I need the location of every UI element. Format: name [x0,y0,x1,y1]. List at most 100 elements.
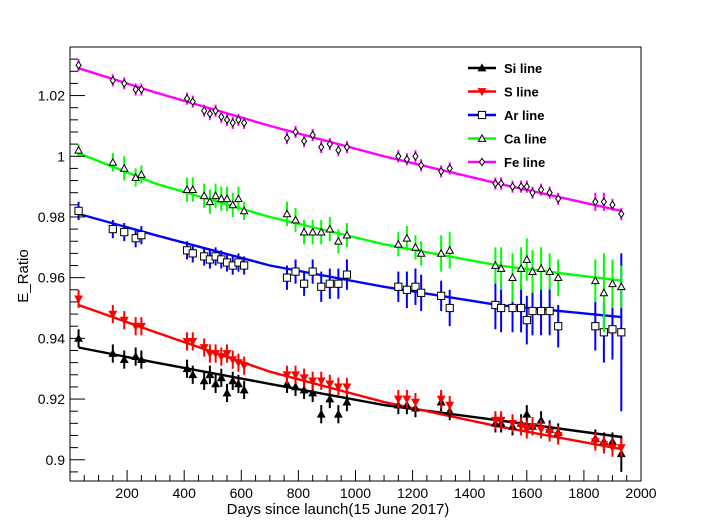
ca-data-point [516,263,526,272]
ar-data-point [394,282,403,291]
fe-data-point [335,145,342,155]
legend-marker-si [477,63,487,72]
fe-data-point [537,185,545,195]
fe-data-point [446,163,453,173]
s-data-point [333,383,343,392]
ca-data-point [108,157,118,166]
fe-data-point [618,209,625,219]
y-axis-label: E_Ratio [15,249,32,302]
s-data-point [528,422,537,432]
x-tick-label: 200 [115,485,139,501]
fe-data-point [600,197,608,207]
ca-data-point [508,273,517,282]
fe-data-point [403,154,411,164]
ca-data-point [445,245,455,254]
s-data-point [553,432,563,441]
ar-data-point [300,279,309,288]
ca-data-point [342,230,352,239]
ca-data-point [222,194,232,203]
si-data-point [199,376,209,385]
y-tick-label: 1 [57,148,65,164]
s-data-point [216,353,226,362]
ca-data-point [282,209,292,218]
x-tick-label: 1200 [397,485,428,501]
si-data-point [228,376,238,385]
ar-data-point [417,288,426,297]
s-data-point [545,429,555,438]
ca-data-point [536,263,546,272]
ca-data-point [228,200,238,209]
ar-data-point [522,316,531,325]
si-data-point [291,382,300,391]
x-axis-label: Days since launch(15 June 2017) [227,501,450,518]
ar-data-point [137,231,146,240]
ar-data-point [528,306,537,316]
x-tick-label: 1600 [511,485,542,501]
fe-data-point [218,112,225,122]
legend-label-s: S line [504,85,539,100]
ca-data-point [436,248,446,257]
ca-data-point [316,227,326,236]
fe-data-point [523,182,530,192]
ar-data-point [508,303,517,313]
fe-data-point [189,97,196,107]
x-tick-label: 1000 [340,485,371,501]
ar-data-point [108,224,117,234]
s-data-point [222,350,232,359]
ar-data-point [437,291,446,300]
ar-data-point [617,328,626,337]
s-data-point [291,371,300,380]
si-data-point [211,379,221,388]
ca-data-point [528,266,537,275]
si-data-point [222,388,232,397]
ar-data-point [608,325,617,334]
s-data-point [402,395,412,404]
fe-data-point [592,197,599,207]
ar-data-point [282,273,292,282]
s-data-point [411,398,420,407]
fe-data-point [132,85,139,94]
fe-data-point [109,75,116,85]
ar-data-point [516,303,526,313]
si-data-point [522,409,532,418]
y-tick-label: 0.96 [38,270,65,286]
ca-data-point [599,288,609,297]
x-tick-label: 1400 [454,485,485,501]
s-data-point [608,444,617,453]
fe-data-point [609,200,616,210]
ca-data-point [205,197,215,206]
fe-data-point [183,94,191,104]
s-data-point [299,374,309,383]
ar-data-point [120,228,129,237]
si-data-point [136,354,146,363]
si-data-point [108,348,118,357]
s-data-point [239,362,249,371]
ca-data-point [333,236,343,245]
x-tick-label: 2000 [625,485,656,501]
ca-data-point [216,194,226,203]
fe-data-point [75,60,82,70]
fe-data-point [138,85,145,94]
ar-data-point [342,270,352,279]
fe-data-point [235,115,242,125]
fe-data-point [412,151,419,161]
si-data-point [188,370,198,379]
ar-data-point [291,267,300,276]
ca-data-point [402,233,412,242]
legend-label-si: Si line [504,61,542,76]
y-tick-label: 0.92 [38,391,65,407]
ca-data-point [239,206,249,215]
s-data-point [436,395,446,404]
si-data-point [216,373,226,382]
fe-data-point [229,118,236,128]
fe-data-point [395,151,402,161]
s-data-point [496,416,506,425]
ar-data-point [402,285,411,294]
ar-data-point [591,322,600,331]
legend-marker-fe [478,157,486,167]
ca-data-point [393,239,403,248]
ca-data-point [199,191,209,200]
fe-data-point [292,127,299,137]
